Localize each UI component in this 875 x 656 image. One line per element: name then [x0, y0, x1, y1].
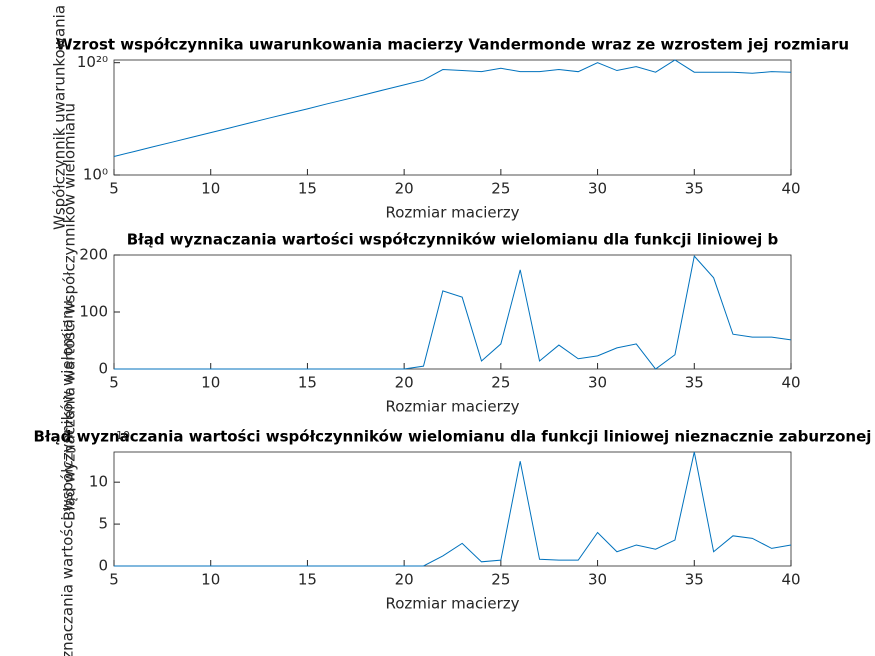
x-tick-label: 20	[395, 180, 414, 198]
y-multiplier: 10	[116, 429, 130, 442]
x-tick-label: 30	[588, 180, 607, 198]
y-axis-label: Współczynnik uwarunkowania	[51, 5, 69, 230]
y-axis-label: Błąd wyznaczania wartości współczynników…	[61, 103, 79, 521]
y-tick-label: 200	[79, 246, 108, 264]
chart-title: Błąd wyznaczania wartości współczynników…	[127, 231, 779, 249]
data-line	[114, 451, 792, 567]
x-tick-label: 20	[395, 571, 414, 589]
x-tick-label: 40	[781, 374, 800, 392]
x-tick-label: 30	[588, 571, 607, 589]
x-axis-label: Rozmiar macierzy	[385, 595, 519, 613]
y-tick-label: 10²⁰	[77, 53, 108, 71]
x-tick-label: 35	[685, 374, 704, 392]
x-tick-label: 15	[298, 374, 317, 392]
x-tick-label: 15	[298, 180, 317, 198]
y-tick-label: 10⁰	[83, 166, 108, 184]
x-tick-label: 10	[201, 180, 220, 198]
y-tick-label: 100	[79, 303, 108, 321]
x-tick-label: 5	[109, 571, 119, 589]
data-line	[113, 59, 792, 157]
axes-box	[113, 59, 792, 176]
x-tick-label: 40	[781, 571, 800, 589]
y-tick-label: 0	[98, 360, 108, 378]
axes-box	[113, 254, 792, 370]
x-tick-label: 20	[395, 374, 414, 392]
x-tick-label: 25	[491, 180, 510, 198]
x-tick-label: 40	[781, 180, 800, 198]
x-tick-label: 5	[109, 374, 119, 392]
axes-box	[113, 451, 792, 567]
y-axis-label: Błąd wyznaczania wartości współczynników…	[59, 300, 77, 656]
x-tick-label: 10	[201, 374, 220, 392]
x-tick-label: 35	[685, 180, 704, 198]
x-tick-label: 25	[491, 374, 510, 392]
x-tick-label: 10	[201, 571, 220, 589]
x-tick-label: 25	[491, 571, 510, 589]
x-tick-label: 5	[109, 180, 119, 198]
chart-title: Błąd wyznaczania wartości współczynników…	[34, 428, 872, 446]
x-tick-label: 35	[685, 571, 704, 589]
chart-title: Wzrost współczynnika uwarunkowania macie…	[56, 36, 849, 54]
x-axis-label: Rozmiar macierzy	[385, 204, 519, 222]
y-tick-label: 10	[89, 473, 108, 491]
x-tick-label: 30	[588, 374, 607, 392]
x-axis-label: Rozmiar macierzy	[385, 398, 519, 416]
y-tick-label: 5	[98, 515, 108, 533]
x-tick-label: 15	[298, 571, 317, 589]
data-line	[114, 255, 792, 370]
y-tick-label: 0	[98, 557, 108, 575]
